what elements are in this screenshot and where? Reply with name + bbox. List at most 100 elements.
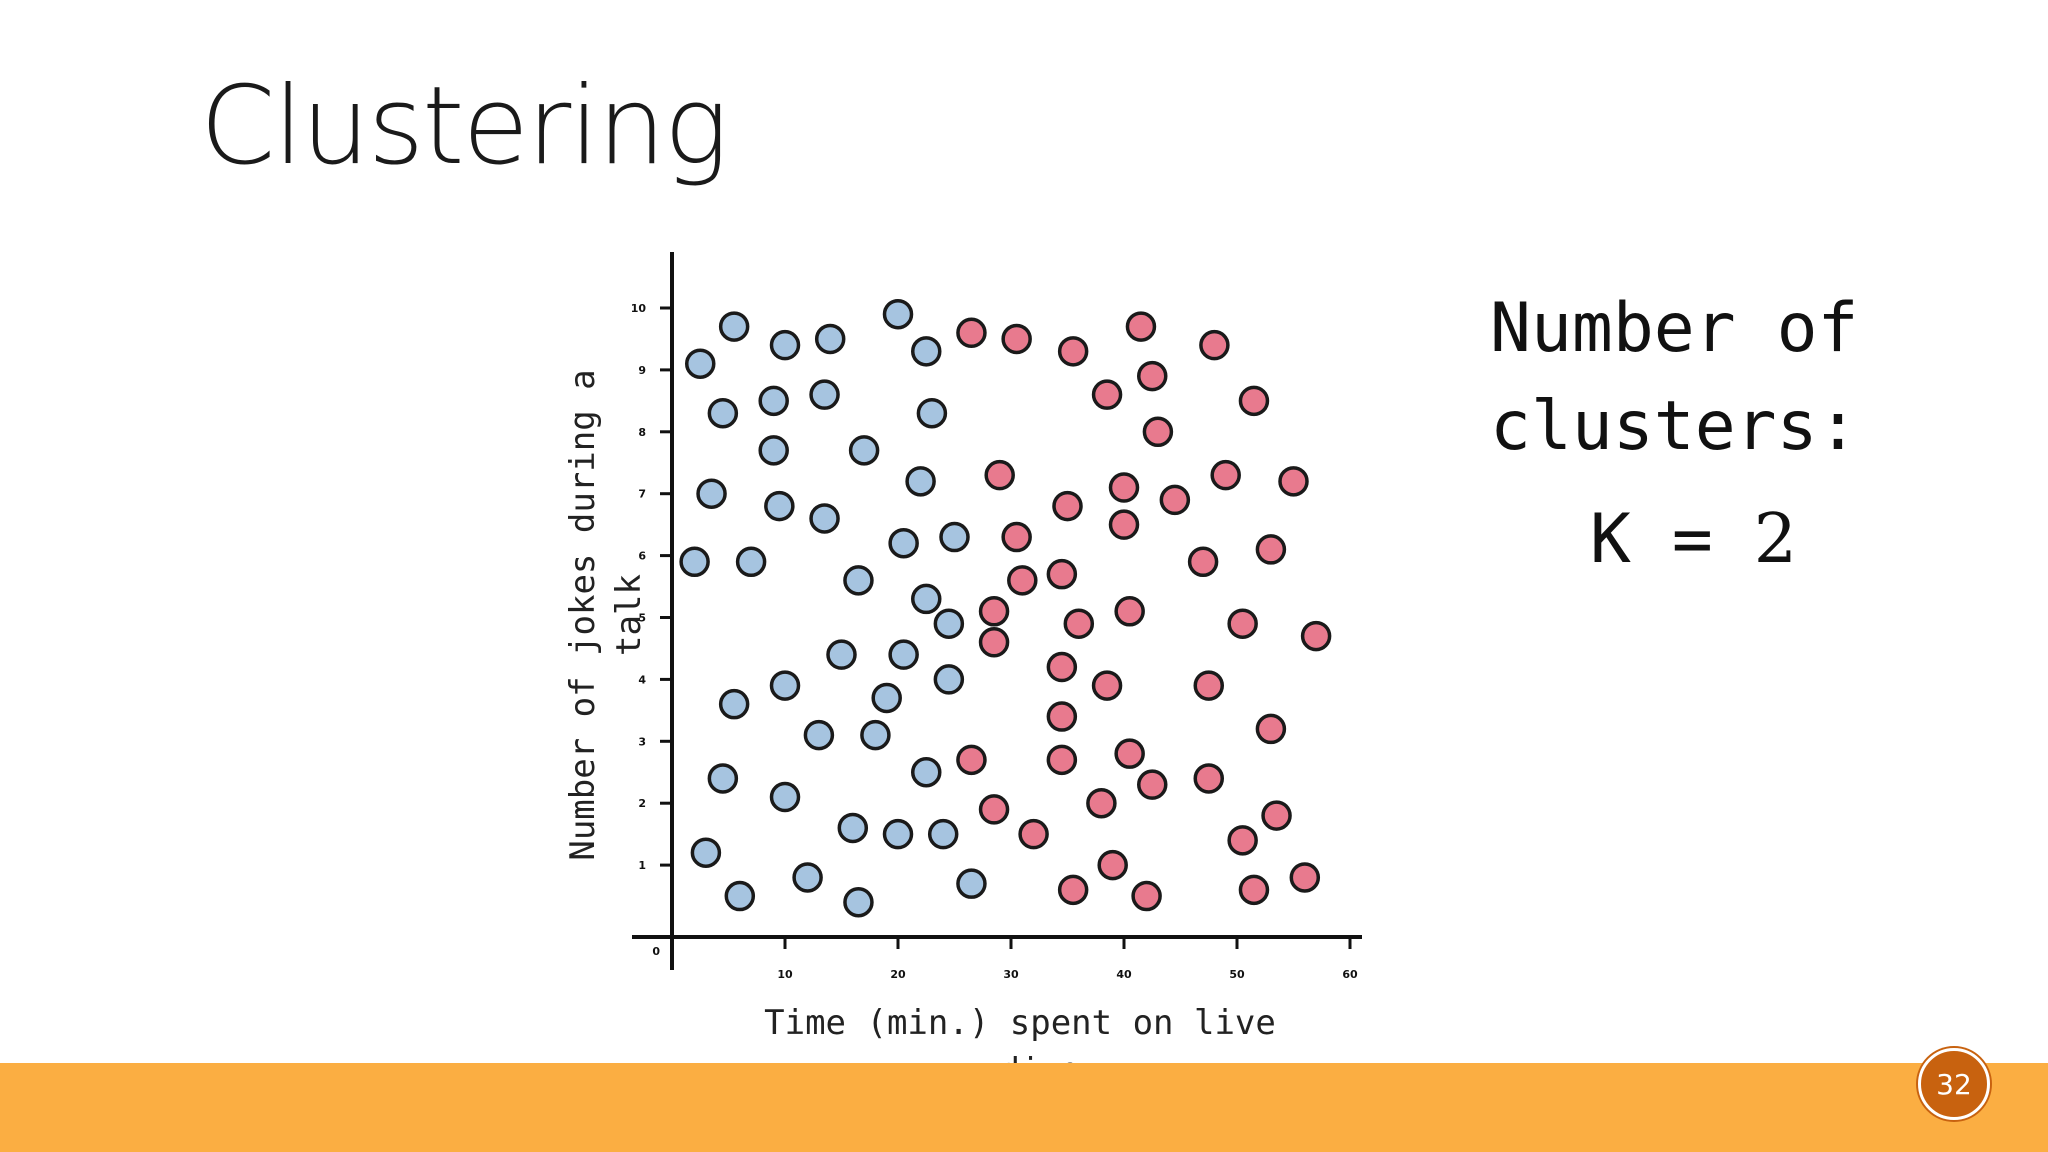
data-point-red (1255, 534, 1287, 565)
data-point-red (1046, 701, 1078, 732)
data-point-red (1001, 521, 1032, 553)
k-prefix: K = (1590, 500, 1754, 579)
data-point-blue (769, 670, 801, 701)
data-point-red (1086, 787, 1117, 819)
data-point-red (1114, 738, 1145, 769)
data-point-red (1300, 620, 1332, 652)
data-point-red (978, 794, 1010, 825)
data-point-red (1046, 744, 1078, 776)
data-point-red (1142, 416, 1174, 448)
data-point-blue (803, 719, 835, 751)
data-point-blue (814, 323, 846, 355)
data-point-blue (843, 886, 874, 918)
y-tick-label: 4 (638, 673, 646, 686)
data-point-red (956, 744, 987, 776)
x-tick-label: 10 (777, 968, 793, 981)
footer-accent-bar (0, 1063, 2048, 1152)
data-point-red (1227, 825, 1258, 856)
data-point-blue (956, 868, 987, 899)
page-number: 32 (1936, 1067, 1972, 1101)
x-axis-label-line1: Time (min.) spent on live (764, 1003, 1276, 1043)
y-tick-label: 8 (638, 426, 646, 439)
data-point-red (1199, 329, 1230, 361)
data-point-red (1097, 849, 1128, 881)
data-point-blue (888, 527, 919, 559)
data-point-red (1001, 323, 1032, 355)
data-point-blue (735, 546, 767, 578)
cluster-count-line2: clusters: (1490, 387, 1859, 466)
data-point-blue (916, 397, 948, 429)
y-tick-label: 10 (631, 302, 647, 315)
data-point-blue (860, 719, 891, 751)
x-tick-label: 40 (1116, 968, 1132, 981)
data-point-red (1238, 874, 1270, 906)
data-point-red (1131, 880, 1162, 912)
data-point-blue (927, 818, 959, 850)
cluster-count-label: Number of clusters: (1490, 280, 1930, 476)
x-tick-label: 30 (1003, 968, 1019, 981)
data-point-red (1238, 385, 1270, 417)
y-axis-label-line2: talk (609, 574, 649, 656)
data-point-blue (905, 466, 936, 497)
data-point-blue (911, 757, 942, 788)
data-point-blue (848, 435, 880, 466)
data-point-blue (911, 583, 942, 615)
y-tick-label: 2 (638, 797, 646, 810)
x-tick-label: 60 (1342, 968, 1358, 981)
data-point-red (1046, 651, 1078, 683)
data-point-red (1193, 670, 1224, 701)
data-point-blue (696, 478, 727, 509)
data-point-blue (758, 435, 789, 466)
data-point-blue (911, 336, 942, 367)
data-point-red (1018, 818, 1049, 850)
data-point-red (978, 627, 1010, 658)
y-tick-label: 5 (638, 612, 646, 625)
data-point-blue (837, 812, 869, 844)
data-point-blue (809, 503, 840, 534)
y-axis-label-line1: Number of jokes during a (563, 369, 603, 860)
data-point-blue (690, 837, 722, 868)
cluster-count-line1: Number of (1490, 289, 1859, 368)
data-point-red (1255, 713, 1287, 745)
data-point-blue (769, 329, 801, 361)
chart-points (679, 298, 1332, 918)
data-point-red (1137, 360, 1168, 392)
data-point-blue (933, 608, 965, 639)
data-point-blue (707, 397, 739, 429)
data-point-blue (792, 862, 823, 893)
x-tick-label: 50 (1229, 968, 1245, 981)
data-point-blue (826, 639, 857, 670)
data-point-blue (882, 818, 914, 850)
page-number-badge: 32 (1918, 1048, 1990, 1120)
y-tick-label: 1 (638, 859, 646, 872)
y-tick-label: 9 (638, 364, 646, 377)
data-point-blue (939, 521, 970, 553)
data-point-red (1114, 596, 1145, 627)
k-value: 2 (1753, 500, 1798, 579)
data-point-red (1007, 565, 1038, 596)
data-point-red (1125, 311, 1157, 342)
data-point-blue (724, 880, 756, 912)
data-point-red (1063, 608, 1095, 639)
origin-label: 0 (652, 945, 660, 958)
data-point-red (978, 596, 1010, 627)
data-point-blue (718, 688, 750, 720)
x-tick-label: 20 (890, 968, 906, 981)
data-point-blue (882, 298, 914, 330)
y-tick-label: 6 (638, 550, 646, 563)
data-point-blue (871, 682, 902, 714)
data-point-red (956, 317, 987, 349)
data-point-blue (888, 639, 919, 670)
data-point-red (1091, 670, 1123, 701)
data-point-red (1108, 472, 1140, 503)
data-point-red (984, 459, 1015, 491)
data-point-blue (843, 565, 874, 596)
data-point-blue (933, 664, 965, 695)
data-point-blue (769, 781, 801, 813)
data-point-red (1261, 800, 1292, 831)
k-equation: K = 2 (1590, 500, 1797, 579)
data-point-red (1193, 763, 1224, 794)
data-point-red (1187, 546, 1219, 578)
data-point-red (1227, 608, 1258, 639)
